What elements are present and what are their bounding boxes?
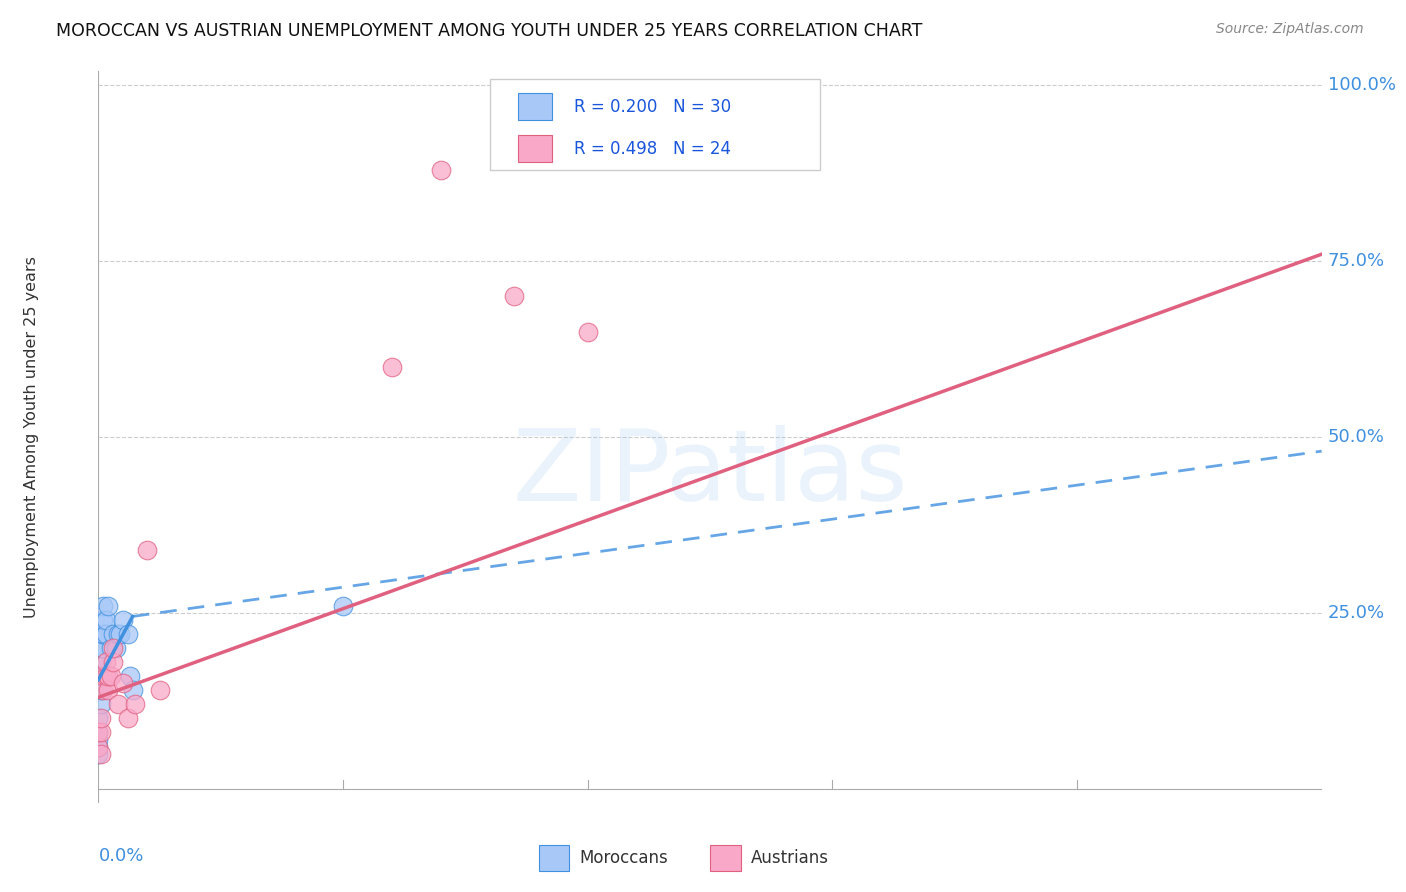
Point: [117, 627, 139, 641]
Point: [97, 599, 120, 613]
Point: [94, 669, 117, 683]
Point: [97, 683, 120, 698]
Text: MOROCCAN VS AUSTRIAN UNEMPLOYMENT AMONG YOUTH UNDER 25 YEARS CORRELATION CHART: MOROCCAN VS AUSTRIAN UNEMPLOYMENT AMONG …: [56, 22, 922, 40]
Text: R = 0.200   N = 30: R = 0.200 N = 30: [574, 97, 731, 116]
Point: [120, 669, 142, 683]
Point: [91, 669, 114, 683]
Point: [90, 747, 112, 761]
Point: [90, 683, 112, 698]
Point: [107, 627, 129, 641]
Point: [90, 669, 112, 683]
Point: [90, 711, 112, 725]
Point: [111, 613, 134, 627]
Point: [87, 711, 110, 725]
Text: 0.0%: 0.0%: [98, 847, 143, 864]
FancyBboxPatch shape: [489, 78, 820, 170]
Point: [332, 599, 354, 613]
Point: [110, 627, 132, 641]
Point: [104, 641, 127, 656]
Text: Source: ZipAtlas.com: Source: ZipAtlas.com: [1216, 22, 1364, 37]
Point: [90, 627, 112, 641]
Point: [91, 627, 114, 641]
FancyBboxPatch shape: [710, 846, 741, 871]
Point: [90, 655, 112, 669]
Point: [91, 599, 114, 613]
Text: Austrians: Austrians: [751, 848, 828, 867]
Text: 75.0%: 75.0%: [1327, 252, 1385, 270]
Point: [91, 683, 114, 698]
Point: [91, 627, 114, 641]
Point: [87, 725, 110, 739]
Point: [430, 162, 453, 177]
Text: Moroccans: Moroccans: [579, 848, 668, 867]
Point: [94, 627, 117, 641]
Text: 25.0%: 25.0%: [1327, 604, 1385, 622]
Point: [101, 655, 124, 669]
Point: [90, 725, 112, 739]
Text: 50.0%: 50.0%: [1327, 428, 1385, 446]
Point: [90, 655, 112, 669]
Point: [87, 739, 110, 754]
Point: [124, 698, 146, 712]
Point: [87, 725, 110, 739]
Point: [94, 655, 117, 669]
Point: [90, 641, 112, 656]
Point: [97, 669, 120, 683]
Point: [107, 698, 129, 712]
Point: [121, 683, 143, 698]
Point: [101, 627, 124, 641]
Point: [87, 747, 110, 761]
Text: ZIPatlas: ZIPatlas: [512, 425, 908, 522]
Point: [111, 676, 134, 690]
Text: Unemployment Among Youth under 25 years: Unemployment Among Youth under 25 years: [24, 256, 38, 618]
Point: [576, 325, 599, 339]
Point: [503, 289, 526, 303]
Point: [100, 641, 122, 656]
Point: [100, 669, 122, 683]
Point: [87, 732, 110, 747]
Text: R = 0.498   N = 24: R = 0.498 N = 24: [574, 140, 731, 158]
Point: [117, 711, 139, 725]
Point: [91, 613, 114, 627]
Point: [381, 359, 404, 374]
Point: [91, 641, 114, 656]
Point: [87, 739, 110, 754]
Point: [90, 698, 112, 712]
Point: [136, 542, 159, 557]
Point: [101, 641, 124, 656]
FancyBboxPatch shape: [538, 846, 569, 871]
Point: [94, 613, 117, 627]
Text: 100.0%: 100.0%: [1327, 77, 1396, 95]
FancyBboxPatch shape: [517, 135, 553, 162]
Point: [149, 683, 172, 698]
FancyBboxPatch shape: [517, 93, 553, 120]
